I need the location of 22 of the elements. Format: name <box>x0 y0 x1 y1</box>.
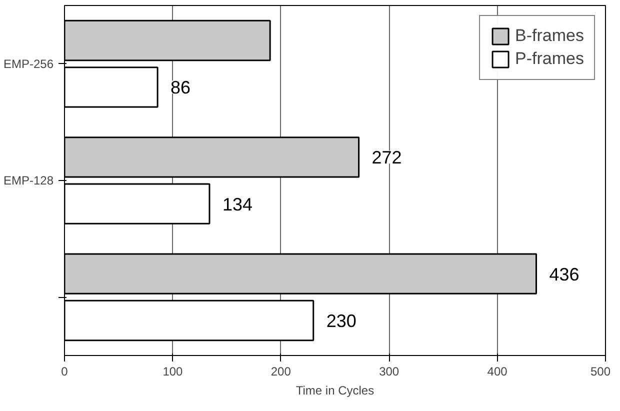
x-tick-label: 500 <box>590 364 611 378</box>
bar <box>64 253 537 294</box>
data-label: 134 <box>222 194 253 214</box>
legend-label: B-frames <box>515 26 584 46</box>
legend-label: P-frames <box>515 49 584 69</box>
data-label: 230 <box>326 311 356 331</box>
x-tick-label: 200 <box>270 364 292 378</box>
bar <box>64 66 158 108</box>
y-tick-label: EMP-128 <box>3 174 54 188</box>
x-tick-label: 400 <box>487 364 508 378</box>
x-tick-label: 0 <box>61 364 68 378</box>
bar <box>64 183 210 224</box>
y-tick-label: EMP-256 <box>3 56 54 71</box>
x-tick-label: 300 <box>379 364 400 378</box>
bar <box>64 300 314 342</box>
data-label: 272 <box>372 148 402 168</box>
data-label: 436 <box>549 264 580 284</box>
x-tick-label: 100 <box>162 364 184 378</box>
bar <box>64 20 271 62</box>
data-label: 86 <box>170 78 191 98</box>
bar <box>64 136 360 178</box>
x-axis-title: Time in Cycles <box>296 384 374 398</box>
